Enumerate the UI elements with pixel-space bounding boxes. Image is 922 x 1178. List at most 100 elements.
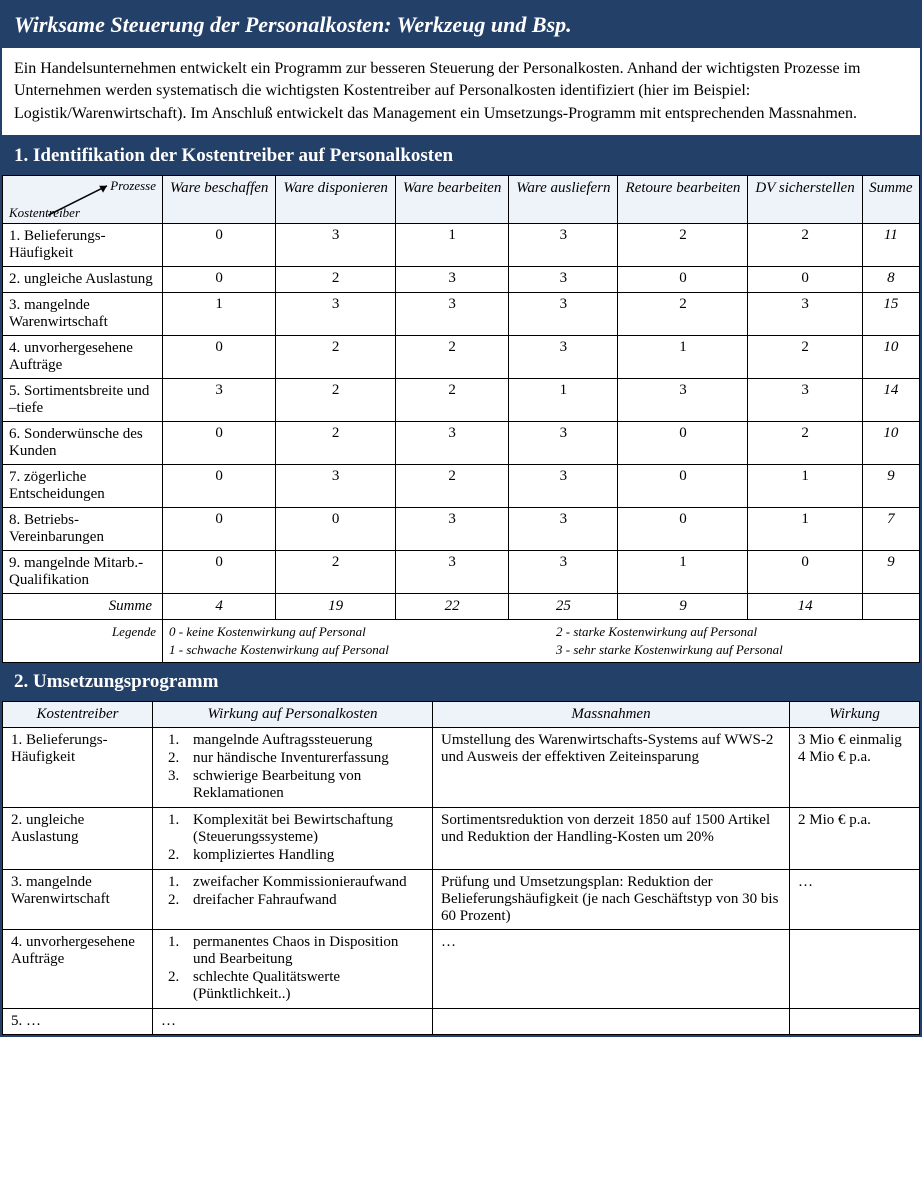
matrix-row-label: 8. Betriebs-Vereinbarungen	[3, 508, 163, 551]
matrix-cell: 2	[276, 336, 396, 379]
matrix-row: 8. Betriebs-Vereinbarungen0033017	[3, 508, 920, 551]
matrix-col-sum: 4	[163, 594, 276, 620]
matrix-row-sum: 11	[862, 224, 919, 267]
matrix-corner-cell: Prozesse Kostentreiber	[3, 176, 163, 224]
program-effect-item: Komplexität bei Bewirtschaftung (Steueru…	[183, 812, 424, 846]
section2-heading: 2. Umsetzungsprogramm	[2, 663, 920, 701]
matrix-row: 7. zögerliche Entscheidungen0323019	[3, 465, 920, 508]
program-effect-item: dreifacher Fahraufwand	[183, 892, 424, 909]
matrix-row-label: 9. mangelnde Mitarb.-Qualifikation	[3, 551, 163, 594]
matrix-cell: 1	[163, 293, 276, 336]
matrix-cell: 3	[395, 293, 508, 336]
matrix-cell: 3	[276, 224, 396, 267]
matrix-row-sum: 14	[862, 379, 919, 422]
matrix-cell: 2	[276, 379, 396, 422]
matrix-cell: 2	[748, 336, 862, 379]
program-impact-line: …	[798, 874, 911, 891]
cost-driver-matrix: Prozesse Kostentreiber Ware beschaffenWa…	[2, 175, 920, 663]
matrix-row: 3. mangelnde Warenwirtschaft13332315	[3, 293, 920, 336]
matrix-header-row: Prozesse Kostentreiber Ware beschaffenWa…	[3, 176, 920, 224]
matrix-cell: 1	[748, 508, 862, 551]
matrix-cell: 3	[748, 293, 862, 336]
program-effects: mangelnde Auftragssteuerungnur händische…	[153, 728, 433, 808]
section1-heading: 1. Identifikation der Kostentreiber auf …	[2, 137, 920, 175]
program-driver: 4. unvorhergesehene Aufträge	[3, 930, 153, 1009]
legend-body: 0 - keine Kostenwirkung auf Personal2 - …	[163, 620, 920, 663]
matrix-cell: 1	[395, 224, 508, 267]
matrix-cell: 3	[395, 508, 508, 551]
program-col-header: Kostentreiber	[3, 702, 153, 728]
matrix-row-sum: 10	[862, 422, 919, 465]
legend-item: 0 - keine Kostenwirkung auf Personal	[169, 624, 526, 640]
matrix-row-label: 7. zögerliche Entscheidungen	[3, 465, 163, 508]
matrix-cell: 3	[618, 379, 748, 422]
matrix-cell: 0	[618, 267, 748, 293]
program-row: 2. ungleiche Auslastung Komplexität bei B…	[3, 808, 920, 870]
program-measure	[433, 1009, 790, 1035]
matrix-row-sum: 10	[862, 336, 919, 379]
matrix-row-sum: 8	[862, 267, 919, 293]
program-col-header: Wirkung auf Personalkosten	[153, 702, 433, 728]
matrix-cell: 3	[509, 293, 618, 336]
intro-paragraph: Ein Handelsunternehmen entwickelt ein Pr…	[2, 48, 920, 137]
program-body: 1. Belieferungs-Häufigkeitmangelnde Auft…	[3, 728, 920, 1035]
program-effect-item: mangelnde Auftragssteuerung	[183, 732, 424, 749]
program-effects: permanentes Chaos in Disposition und Bea…	[153, 930, 433, 1009]
matrix-cell: 3	[276, 293, 396, 336]
matrix-cell: 0	[163, 224, 276, 267]
matrix-cell: 3	[509, 508, 618, 551]
page-title: Wirksame Steuerung der Personalkosten: W…	[2, 2, 920, 48]
program-effect-item: zweifacher Kommissionieraufwand	[183, 874, 424, 891]
matrix-col-header: Retoure bearbeiten	[618, 176, 748, 224]
matrix-row: 6. Sonderwünsche des Kunden02330210	[3, 422, 920, 465]
matrix-cell: 0	[163, 508, 276, 551]
matrix-cell: 3	[276, 465, 396, 508]
legend-label: Legende	[3, 620, 163, 663]
matrix-cell: 0	[748, 267, 862, 293]
matrix-col-sum: 14	[748, 594, 862, 620]
program-driver: 2. ungleiche Auslastung	[3, 808, 153, 870]
matrix-cell: 2	[276, 422, 396, 465]
matrix-col-header: Ware beschaffen	[163, 176, 276, 224]
legend-item: 3 - sehr starke Kostenwirkung auf Person…	[556, 642, 913, 658]
matrix-cell: 3	[509, 336, 618, 379]
matrix-row: 5. Sortimentsbreite und –tiefe32213314	[3, 379, 920, 422]
matrix-legend-row: Legende0 - keine Kostenwirkung auf Perso…	[3, 620, 920, 663]
program-measure: Sortimentsreduktion von derzeit 1850 auf…	[433, 808, 790, 870]
matrix-sum-row: Summe4192225914	[3, 594, 920, 620]
program-measure: Umstellung des Warenwirtschafts-Systems …	[433, 728, 790, 808]
matrix-cell: 0	[163, 336, 276, 379]
matrix-col-sum: 19	[276, 594, 396, 620]
matrix-col-header: DV sicherstellen	[748, 176, 862, 224]
program-effect-item: nur händische Inventurerfassung	[183, 750, 424, 767]
program-effect-item: schlechte Qualitätswerte (Pünktlichkeit.…	[183, 969, 424, 1003]
matrix-row-label: 1. Belieferungs-Häufigkeit	[3, 224, 163, 267]
matrix-row-label: 5. Sortimentsbreite und –tiefe	[3, 379, 163, 422]
matrix-cell: 0	[618, 508, 748, 551]
program-row: 5. ……	[3, 1009, 920, 1035]
matrix-body: 1. Belieferungs-Häufigkeit031322112. ung…	[3, 224, 920, 663]
matrix-row-label: 4. unvorhergesehene Aufträge	[3, 336, 163, 379]
program-impact	[790, 1009, 920, 1035]
matrix-cell: 1	[618, 551, 748, 594]
matrix-cell: 3	[395, 267, 508, 293]
matrix-cell: 2	[276, 267, 396, 293]
matrix-cell: 1	[618, 336, 748, 379]
matrix-col-header: Ware disponieren	[276, 176, 396, 224]
program-impact-line: 3 Mio € einmalig	[798, 732, 911, 749]
matrix-row-label: 3. mangelnde Warenwirtschaft	[3, 293, 163, 336]
matrix-cell: 2	[276, 551, 396, 594]
program-effects: …	[153, 1009, 433, 1035]
matrix-cell: 2	[395, 379, 508, 422]
program-row: 3. mangelnde Warenwirtschaftzweifacher K…	[3, 870, 920, 930]
matrix-cell: 2	[395, 465, 508, 508]
legend-item: 1 - schwache Kostenwirkung auf Personal	[169, 642, 526, 658]
program-col-header: Massnahmen	[433, 702, 790, 728]
matrix-cell: 0	[163, 422, 276, 465]
matrix-col-header: Ware bearbeiten	[395, 176, 508, 224]
matrix-cell: 1	[509, 379, 618, 422]
program-impact	[790, 930, 920, 1009]
matrix-cell: 2	[618, 293, 748, 336]
matrix-cell: 0	[163, 267, 276, 293]
matrix-cell: 3	[163, 379, 276, 422]
